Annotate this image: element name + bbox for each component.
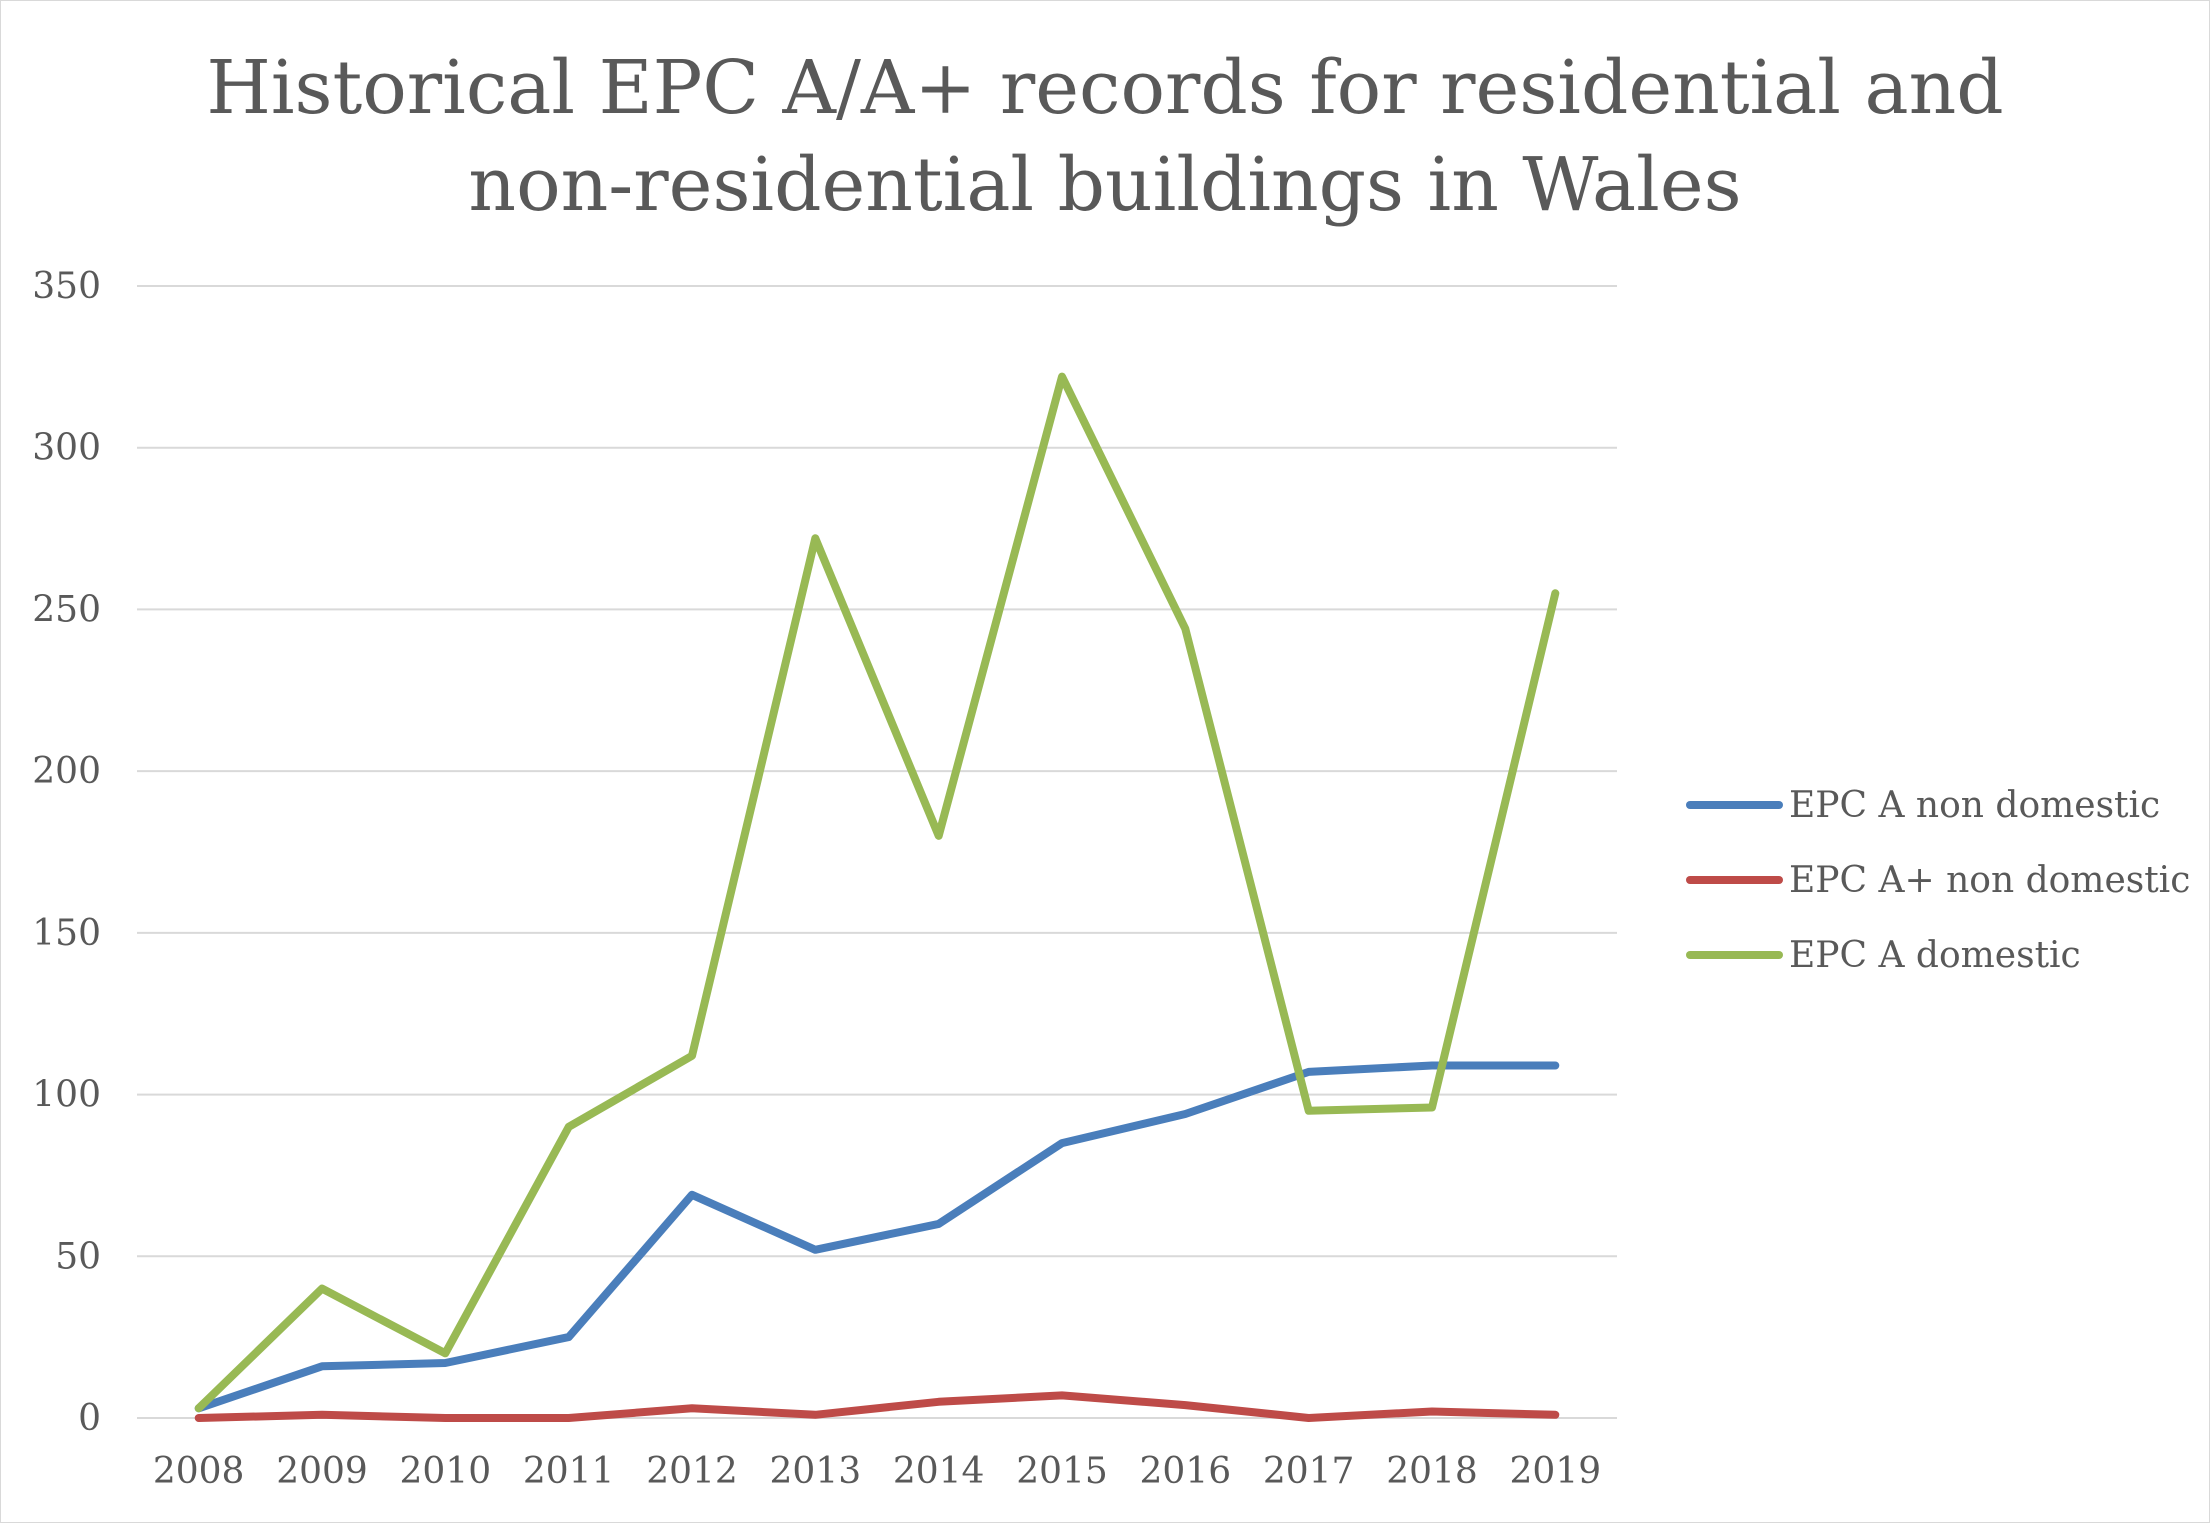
y-tick-label: 50 [55, 1236, 101, 1277]
series-line-3 [194, 372, 1560, 1413]
x-tick-label: 2017 [1263, 1451, 1355, 1492]
y-tick-label: 150 [32, 913, 101, 954]
x-tick-label: 2010 [400, 1451, 492, 1492]
y-tick-label: 100 [32, 1075, 101, 1116]
y-tick-label: 250 [32, 589, 101, 630]
y-tick-label: 300 [32, 428, 101, 469]
x-tick-label: 2013 [770, 1451, 862, 1492]
x-tick-label: 2019 [1510, 1451, 1602, 1492]
chart-title-line-1: Historical EPC A/A+ records for resident… [206, 45, 2003, 131]
x-tick-label: 2016 [1140, 1451, 1232, 1492]
chart-title-line-2: non-residential buildings in Wales [468, 142, 1741, 228]
x-tick-label: 2018 [1386, 1451, 1478, 1492]
legend-label: EPC A domestic [1789, 935, 2081, 976]
legend: EPC A non domestic EPC A+ non domestic EPC… [1686, 785, 2190, 976]
x-tick-label: 2008 [153, 1451, 245, 1492]
chart-title: Historical EPC A/A+ records for resident… [206, 45, 2003, 228]
x-tick-label: 2009 [276, 1451, 368, 1492]
series-lines [194, 372, 1560, 1422]
legend-label: EPC A non domestic [1789, 785, 2160, 826]
x-tick-label: 2012 [646, 1451, 738, 1492]
y-axis-tick-labels: 0 50 100 150 200 250 300 350 [32, 266, 101, 1439]
y-tick-label: 0 [78, 1398, 101, 1439]
y-tick-label: 350 [32, 266, 101, 307]
x-tick-label: 2015 [1016, 1451, 1108, 1492]
series-line-2 [194, 1391, 1560, 1422]
x-tick-label: 2014 [893, 1451, 985, 1492]
y-tick-label: 200 [32, 751, 101, 792]
series-line-1 [194, 1061, 1560, 1413]
legend-label: EPC A+ non domestic [1789, 860, 2190, 901]
x-axis-tick-labels: 2008 2009 2010 2011 2012 2013 2014 2015 2016 2017… [153, 1451, 1601, 1492]
x-tick-label: 2011 [523, 1451, 615, 1492]
gridlines [137, 285, 1617, 1419]
